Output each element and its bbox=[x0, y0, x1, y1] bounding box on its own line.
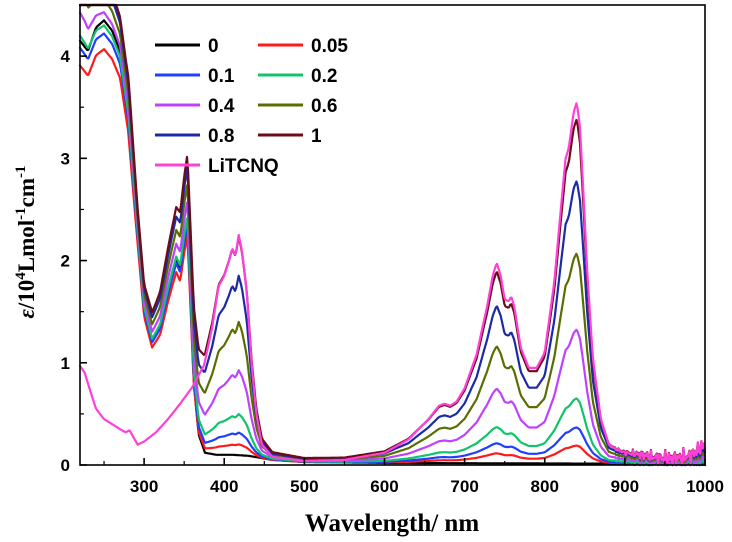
series-line-3 bbox=[78, 24, 707, 467]
legend-label-4: 0.4 bbox=[208, 96, 235, 117]
x-tick-label-5: 800 bbox=[531, 477, 559, 496]
series-line-4 bbox=[78, 11, 707, 467]
legend-label-3: 0.2 bbox=[311, 66, 337, 87]
x-tick-label-1: 400 bbox=[210, 477, 238, 496]
y-tick-label-4: 4 bbox=[61, 47, 71, 66]
series-layer bbox=[78, 3, 707, 467]
x-tick-label-3: 600 bbox=[370, 477, 398, 496]
legend-label-6: 0.8 bbox=[208, 126, 234, 147]
legend-label-2: 0.1 bbox=[208, 66, 235, 87]
plot-frame bbox=[79, 4, 706, 466]
x-tick-label-4: 700 bbox=[450, 477, 478, 496]
ticks-layer: 300 400 500 600 700 800 900 1000 0 1 2 3 4 bbox=[61, 47, 724, 496]
legend-label-1: 0.05 bbox=[311, 36, 348, 57]
x-tick-label-7: 1000 bbox=[686, 477, 724, 496]
y-tick-label-0: 0 bbox=[61, 456, 70, 475]
series-line-6 bbox=[78, 3, 707, 467]
x-tick-label-2: 500 bbox=[290, 477, 318, 496]
x-tick-label-0: 300 bbox=[130, 477, 158, 496]
legend-label-7: 1 bbox=[311, 126, 322, 147]
legend: 0 0.05 0.1 0.2 0.4 0.6 0.8 1 LiTCNQ bbox=[155, 36, 348, 177]
legend-label-0: 0 bbox=[208, 36, 219, 57]
series-line-8 bbox=[78, 102, 707, 467]
y-tick-label-3: 3 bbox=[61, 149, 70, 168]
y-axis-title: ε/104Lmol-1cm-1 bbox=[13, 165, 39, 318]
y-tick-label-1: 1 bbox=[61, 354, 70, 373]
series-line-5 bbox=[78, 3, 707, 467]
x-axis-title: Wavelength/ nm bbox=[305, 510, 479, 537]
legend-label-8: LiTCNQ bbox=[208, 156, 279, 177]
legend-label-5: 0.6 bbox=[311, 96, 337, 117]
y-tick-label-2: 2 bbox=[61, 252, 70, 271]
x-tick-label-6: 900 bbox=[611, 477, 639, 496]
